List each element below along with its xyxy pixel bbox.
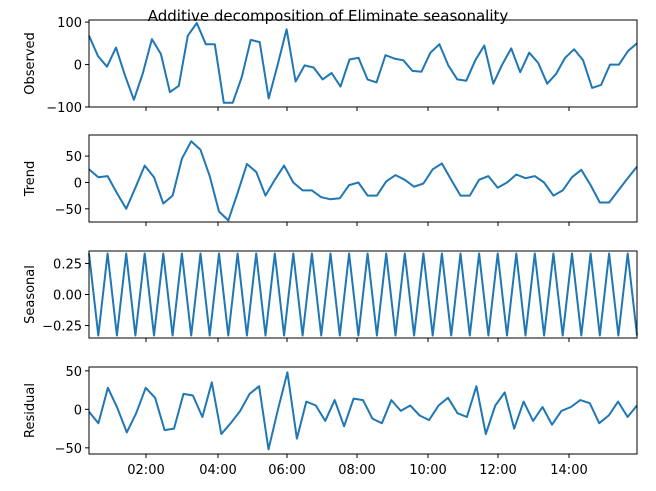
x-tick-label: 10:00 xyxy=(409,463,446,478)
panel-residual: 50 0 −50 Residual 02:00 04:00 06:00 08:00 10:00 1… xyxy=(23,365,638,478)
axes-frame xyxy=(88,134,638,223)
y-tick-label: −50 xyxy=(55,442,82,457)
x-tick-label: 04:00 xyxy=(199,463,236,478)
series-line-observed xyxy=(88,22,638,104)
y-tick-label: 0.00 xyxy=(53,289,82,304)
axes-frame xyxy=(88,366,638,455)
panel-seasonal: 0.25 0.00 −0.25 Seasonal xyxy=(23,250,638,342)
series-line-trend xyxy=(88,140,638,222)
axes-frame xyxy=(88,19,638,108)
y-tick-label: −50 xyxy=(55,203,82,218)
panel-trend: 50 0 −50 Trend xyxy=(23,134,638,226)
panel-observed: 100 0 −100 Observed xyxy=(23,16,638,116)
y-tick-label: −0.25 xyxy=(42,320,82,335)
y-axis-label: Seasonal xyxy=(23,265,38,324)
y-tick-label: −100 xyxy=(46,101,82,116)
y-tick-label: 0 xyxy=(74,403,82,418)
y-axis-label: Observed xyxy=(23,32,38,95)
series-line-seasonal xyxy=(88,252,638,337)
x-tick-label: 08:00 xyxy=(338,463,375,478)
y-tick-label: 0 xyxy=(74,59,82,74)
y-tick-label: 50 xyxy=(65,365,82,380)
y-tick-label: 0.25 xyxy=(53,257,82,272)
x-tick-label: 02:00 xyxy=(127,463,164,478)
x-tick-label: 12:00 xyxy=(479,463,516,478)
x-tick-label: 14:00 xyxy=(550,463,587,478)
y-axis-label: Residual xyxy=(23,383,38,438)
series-line-residual xyxy=(88,371,638,451)
y-tick-label: 0 xyxy=(74,176,82,191)
y-tick-label: 50 xyxy=(65,150,82,165)
y-axis-label: Trend xyxy=(23,161,38,198)
y-tick-label: 100 xyxy=(57,16,82,31)
x-tick-label: 06:00 xyxy=(268,463,305,478)
